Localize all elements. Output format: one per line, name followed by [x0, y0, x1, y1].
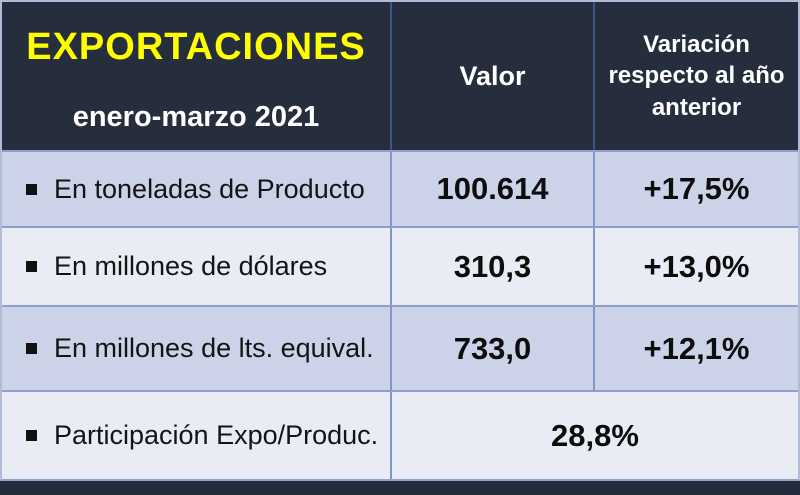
row-valor: 100.614 [392, 152, 595, 226]
row-variacion: +17,5% [643, 171, 750, 206]
row-valor: 733,0 [392, 307, 595, 390]
square-bullet-icon [26, 183, 37, 195]
table-title: EXPORTACIONES [26, 26, 366, 68]
bottom-strip [0, 489, 800, 495]
row-label-cell: Participación Expo/Produc. [2, 392, 392, 479]
column-header-variacion: Variación respecto al año anterior [608, 31, 785, 121]
table-title-cell: EXPORTACIONES enero-marzo 2021 [2, 2, 392, 150]
table-row-dolares: En millones de dólares 310,3 +13,0% [2, 226, 798, 305]
row-valor: 310,3 [392, 228, 595, 305]
table-header-row: EXPORTACIONES enero-marzo 2021 Valor Var… [2, 2, 798, 150]
row-label-cell: En millones de dólares [2, 228, 392, 305]
row-valor-merged: 28,8% [551, 417, 639, 453]
square-bullet-icon [26, 430, 37, 441]
table-row-toneladas: En toneladas de Producto 100.614 +17,5% [2, 150, 798, 226]
row-label: En toneladas de Producto [54, 173, 365, 204]
row-label: En millones de lts. equival. [54, 333, 374, 363]
row-label: Participación Expo/Produc. [54, 420, 379, 450]
row-label: En millones de dólares [54, 251, 328, 281]
table-subtitle: enero-marzo 2021 [72, 101, 320, 133]
column-header-valor: Valor [392, 2, 595, 150]
exports-table: EXPORTACIONES enero-marzo 2021 Valor Var… [0, 0, 800, 481]
table-row-litros: En millones de lts. equival. 733,0 +12,1… [2, 305, 798, 390]
table-row-participacion: Participación Expo/Produc. 28,8% [2, 390, 798, 479]
square-bullet-icon [26, 261, 37, 272]
row-label-cell: En millones de lts. equival. [2, 307, 392, 390]
row-label-cell: En toneladas de Producto [2, 152, 392, 226]
square-bullet-icon [26, 343, 37, 354]
row-variacion: +12,1% [643, 330, 750, 366]
row-variacion: +13,0% [643, 248, 750, 284]
